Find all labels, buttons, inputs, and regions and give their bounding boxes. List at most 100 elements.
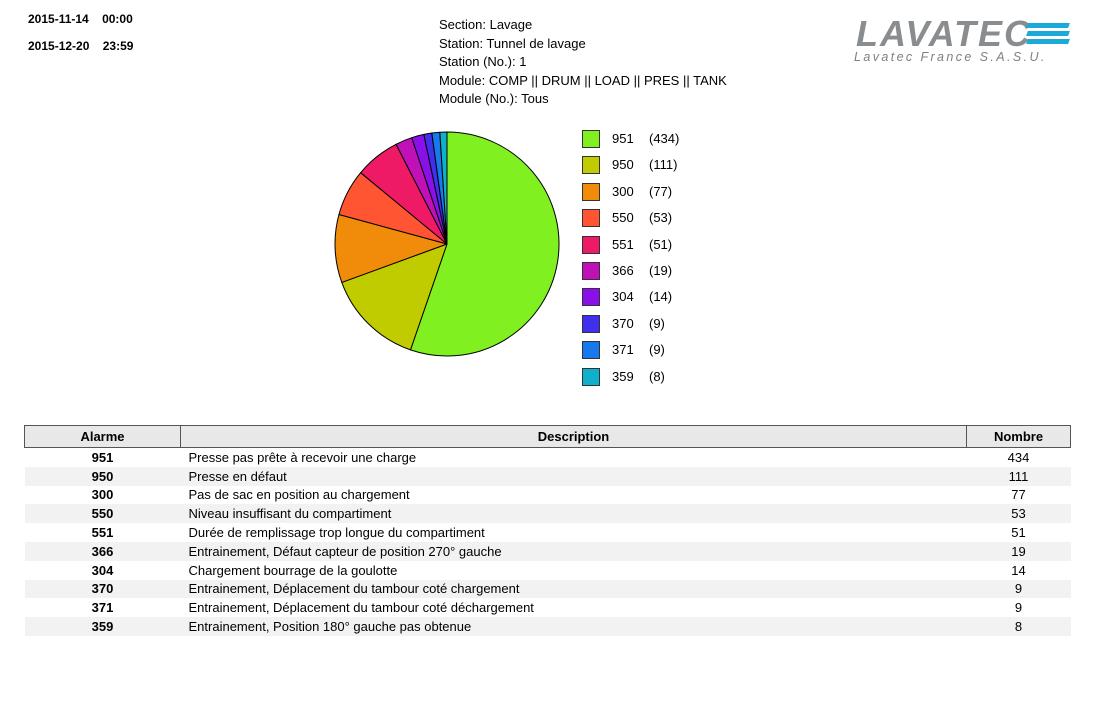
legend-item: 304 (14) (582, 288, 679, 314)
table-row: 551 Durée de remplissage trop longue du c… (25, 523, 1071, 542)
table-row: 950 Presse en défaut 111 (24, 466, 1071, 486)
logo-wordmark: LAVATEC (856, 13, 1032, 54)
legend-item: 951 (434) (582, 130, 679, 156)
legend-count: (9) (649, 342, 665, 358)
description-cell: Presse pas prête à recevoir une charge (188, 449, 417, 465)
legend-count: (53) (649, 210, 673, 226)
table-row: 951 Presse pas prête à recevoir une charg… (25, 448, 1071, 467)
legend-count: (14) (649, 289, 673, 305)
count-cell: 9 (1014, 600, 1023, 616)
alarm-code-cell: 550 (24, 504, 181, 524)
legend-item: 950 (111) (582, 156, 679, 182)
table-row: 370 Entrainement, Déplacement du tambour … (24, 579, 1071, 599)
count-cell: 111 (966, 466, 1071, 486)
legend-code: 359 (612, 368, 634, 384)
legend-swatch (582, 341, 600, 360)
legend-code: 550 (612, 210, 634, 226)
header-description: Description (180, 425, 967, 448)
station-no-line: Station (No.): 1 (439, 54, 527, 70)
legend-swatch (582, 235, 600, 254)
alarm-code-cell: 300 (91, 487, 114, 503)
legend-item: 551 (51) (582, 235, 679, 262)
module-line: Module: COMP || DRUM || LOAD || PRES || … (439, 72, 727, 88)
alarm-code-cell: 370 (24, 579, 181, 599)
logo-subtitle: Lavatec France S.A.S.U. (854, 50, 1047, 64)
legend-swatch (582, 314, 600, 333)
table-row: 371 Entrainement, Déplacement du tambour … (25, 598, 1071, 617)
logo-stripes-icon (1026, 23, 1070, 47)
alarm-code-cell: 359 (24, 617, 181, 636)
legend-code: 951 (612, 131, 634, 146)
legend-count: (51) (649, 236, 673, 252)
alarm-table: Alarme Description Nombre 951 Presse pas … (24, 425, 1071, 636)
description-cell: Entrainement, Déplacement du tambour cot… (188, 600, 534, 616)
alarm-code-cell: 304 (91, 562, 114, 578)
description-cell: Entrainement, Déplacement du tambour cot… (180, 579, 967, 599)
end-time: 23:59 (102, 39, 134, 53)
legend-code: 551 (612, 236, 634, 252)
description-cell: Chargement bourrage de la goulotte (188, 562, 398, 578)
end-date: 2015-12-20 (28, 39, 90, 53)
pie-slice-950 (341, 243, 448, 351)
count-cell: 434 (1007, 449, 1030, 465)
legend-swatch (582, 209, 600, 228)
legend-count: (111) (649, 157, 678, 173)
alarm-code-cell: 551 (91, 525, 114, 541)
legend-item: 359 (8) (582, 367, 679, 394)
count-cell: 9 (966, 579, 1071, 599)
legend-item: 550 (53) (582, 209, 679, 235)
legend-count: (9) (649, 315, 665, 331)
table-row: 366 Entrainement, Défaut capteur de posit… (24, 541, 1071, 561)
legend-swatch (582, 156, 600, 175)
alarm-code-cell: 366 (24, 541, 181, 561)
description-cell: Entrainement, Position 180° gauche pas o… (180, 617, 967, 636)
legend-swatch (582, 261, 600, 280)
legend-code: 371 (612, 342, 634, 358)
alarm-pie-chart (334, 131, 560, 357)
count-cell: 8 (966, 617, 1071, 636)
legend-code: 300 (612, 183, 634, 199)
legend-swatch (582, 367, 600, 386)
legend-item: 370 (9) (582, 314, 679, 341)
description-cell: Entrainement, Défaut capteur de position… (180, 541, 967, 561)
alarm-code-cell: 950 (24, 466, 181, 486)
end-datetime: 2015-12-20 23:59 (28, 39, 133, 66)
legend-item: 300 (77) (582, 182, 679, 209)
module-no-line: Module (No.): Tous (439, 91, 549, 107)
description-cell: Presse en défaut (180, 466, 967, 486)
start-time: 00:00 (102, 12, 133, 26)
legend-swatch (582, 130, 600, 148)
description-cell: Pas de sac en position au chargement (188, 487, 410, 503)
description-cell: Durée de remplissage trop longue du comp… (188, 525, 485, 541)
count-cell: 19 (966, 541, 1071, 561)
legend-swatch (582, 288, 600, 307)
table-row: 550 Niveau insuffisant du compartiment 53 (24, 504, 1071, 524)
count-cell: 77 (1011, 487, 1026, 503)
legend-swatch (582, 182, 600, 201)
report-filters: Section: Lavage Station: Tunnel de lavag… (439, 16, 727, 109)
alarm-code-cell: 371 (91, 600, 114, 616)
start-datetime: 2015-11-14 00:00 (28, 12, 133, 39)
legend-count: (434) (649, 131, 680, 146)
legend-count: (19) (649, 262, 673, 278)
table-header-row: Alarme Description Nombre (24, 425, 1071, 448)
header-nombre: Nombre (966, 425, 1071, 448)
legend-code: 366 (612, 262, 634, 278)
start-date: 2015-11-14 (28, 12, 89, 26)
legend-count: (77) (649, 183, 673, 199)
alarm-code-cell: 951 (91, 449, 114, 465)
header-alarme: Alarme (24, 425, 181, 448)
section-line: Section: Lavage (439, 17, 533, 32)
chart-legend: 951 (434) 950 (111) 300 (77) 550 (53) 551 (51) 366… (582, 130, 679, 394)
count-cell: 53 (966, 504, 1071, 524)
legend-code: 304 (612, 289, 634, 305)
count-cell: 51 (1011, 525, 1026, 541)
pie-slice-951 (409, 131, 560, 357)
table-row: 359 Entrainement, Position 180° gauche pa… (24, 617, 1071, 636)
description-cell: Niveau insuffisant du compartiment (180, 504, 967, 524)
legend-count: (8) (649, 368, 665, 384)
pie-slice-359 (439, 131, 448, 245)
table-row: 300 Pas de sac en position au chargement 7… (25, 486, 1071, 505)
station-line: Station: Tunnel de lavage (439, 35, 586, 51)
legend-item: 371 (9) (582, 341, 679, 367)
